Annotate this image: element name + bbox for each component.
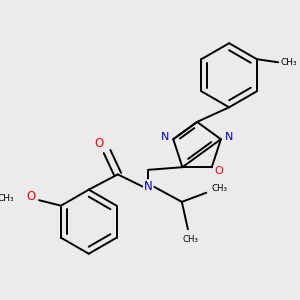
Text: O: O bbox=[214, 166, 223, 176]
Text: CH₃: CH₃ bbox=[280, 58, 297, 67]
Text: CH₃: CH₃ bbox=[183, 235, 199, 244]
Text: CH₃: CH₃ bbox=[212, 184, 228, 193]
Text: N: N bbox=[144, 180, 153, 193]
Text: O: O bbox=[27, 190, 36, 203]
Text: CH₃: CH₃ bbox=[0, 194, 14, 203]
Text: N: N bbox=[160, 132, 169, 142]
Text: O: O bbox=[95, 137, 104, 150]
Text: N: N bbox=[225, 132, 234, 142]
